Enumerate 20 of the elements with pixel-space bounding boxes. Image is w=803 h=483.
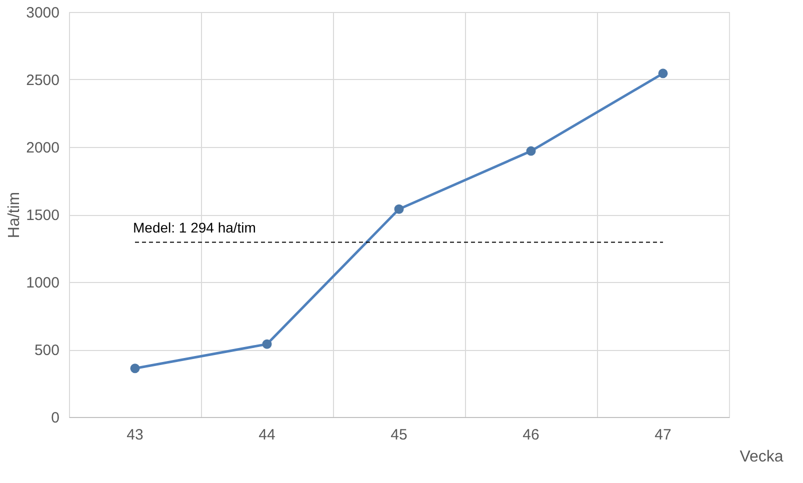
x-tick-label: 45 [390,426,408,444]
point [130,364,140,374]
ref-line-label: Medel: 1 294 ha/tim [133,219,256,236]
point [658,68,668,78]
y-tick-label: 500 [34,342,60,359]
point [394,204,404,214]
x-tick-label: 44 [258,426,276,444]
y-tick-label: 1000 [26,274,60,292]
y-tick-label: 3000 [26,4,60,22]
x-tick-label: 46 [522,426,540,444]
x-tick-label: 47 [654,426,672,444]
y-tick-label: 1500 [26,207,60,224]
point [262,339,272,349]
x-axis-title: Vecka [740,448,784,466]
y-tick-label: 2000 [26,140,60,156]
x-tick-label: 43 [126,426,144,444]
y-tick-label: 2500 [26,72,60,89]
y-tick-label: 0 [51,410,60,426]
point [526,146,536,156]
y-axis-title: Ha/tim [6,192,24,238]
